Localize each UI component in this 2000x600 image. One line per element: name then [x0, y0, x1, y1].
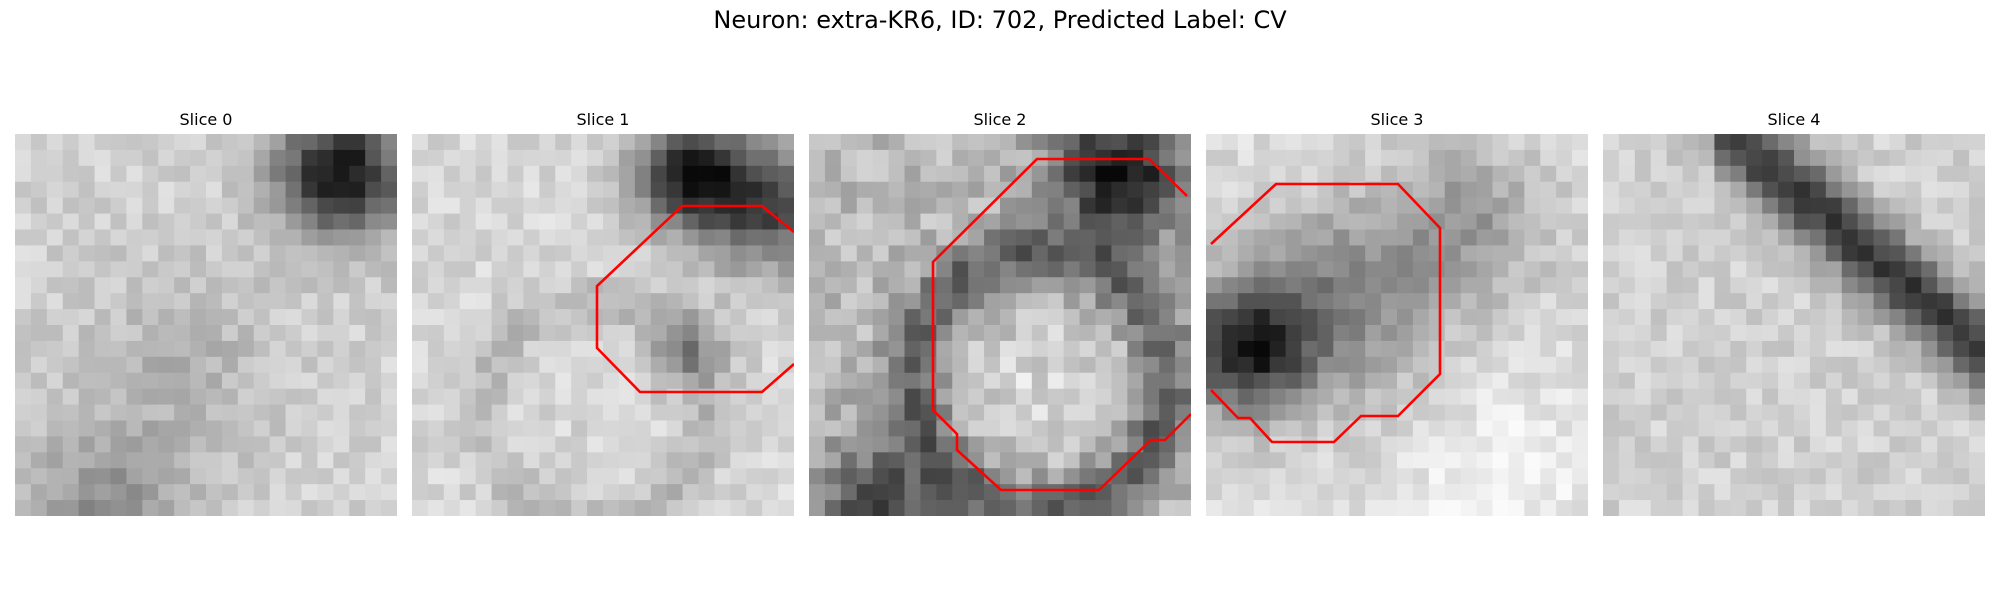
slice-3-title: Slice 3 [1370, 110, 1424, 129]
slice-1-image [412, 134, 794, 516]
slice-2-image [809, 134, 1191, 516]
slice-4-canvas [1603, 134, 1985, 516]
slice-4-pixels [1603, 134, 1985, 516]
slice-0-pixels [15, 134, 397, 516]
slice-1-title: Slice 1 [576, 110, 630, 129]
slice-2-contour [931, 157, 1191, 492]
slice-1-pixels [412, 134, 794, 516]
slice-0-title: Slice 0 [179, 110, 233, 129]
slice-3-canvas [1206, 134, 1588, 516]
slice-4-image [1603, 134, 1985, 516]
figure-title: Neuron: extra-KR6, ID: 702, Predicted La… [713, 6, 1287, 34]
slice-1-contour [595, 204, 794, 394]
slice-3-pixels [1206, 134, 1588, 516]
slice-3-image [1206, 134, 1588, 516]
slice-2-title: Slice 2 [973, 110, 1027, 129]
slice-0-canvas [15, 134, 397, 516]
slice-1-canvas [412, 134, 794, 516]
slice-4-title: Slice 4 [1767, 110, 1821, 129]
slice-0-image [15, 134, 397, 516]
slice-3-contour [1210, 182, 1442, 444]
slice-2-canvas [809, 134, 1191, 516]
slice-2-pixels [809, 134, 1191, 516]
